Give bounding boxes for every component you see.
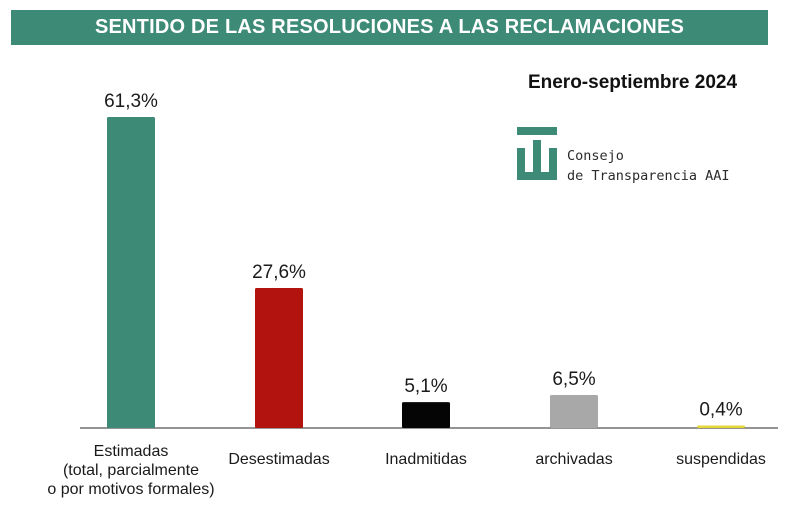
- category-label-line: archivadas: [535, 451, 613, 468]
- category-label-line: (total, parcialmente: [62, 462, 200, 479]
- category-label-line: suspendidas: [676, 451, 766, 468]
- category-label-1: Estimadas (total, parcialmente o por motiv…: [47, 442, 214, 499]
- category-label-line: o por motivos formales): [47, 481, 215, 498]
- logo-line-1: Consejo: [567, 148, 624, 164]
- logo: Consejo de Transparencia AAI: [516, 126, 766, 186]
- chart-title: SENTIDO DE LAS RESOLUCIONES A LAS RECLAM…: [11, 10, 768, 45]
- data-label-2: 27,6%: [252, 262, 306, 283]
- category-label-2: Desestimadas: [228, 450, 329, 469]
- data-label-5: 0,4%: [699, 400, 742, 421]
- category-label-4: archivadas: [535, 450, 612, 469]
- bar-1: [107, 117, 155, 428]
- logo-text: Consejo de Transparencia AAI: [567, 146, 730, 186]
- bar-2: [255, 287, 303, 428]
- category-label-3: Inadmitidas: [385, 450, 467, 469]
- logo-mark-icon: [517, 127, 557, 180]
- data-label-3: 5,1%: [404, 376, 447, 397]
- logo-line-2: de Transparencia AAI: [567, 168, 730, 184]
- category-label-line: Estimadas: [93, 443, 169, 460]
- period-label: Enero-septiembre 2024: [527, 72, 738, 93]
- bar-3: [402, 402, 450, 428]
- category-label-line: Desestimadas: [228, 451, 330, 468]
- bar-5: [697, 425, 745, 428]
- category-label-line: Inadmitidas: [385, 451, 467, 468]
- bar-4: [550, 395, 598, 428]
- category-label-5: suspendidas: [676, 450, 766, 469]
- data-label-4: 6,5%: [552, 369, 595, 390]
- data-label-1: 61,3%: [104, 91, 158, 112]
